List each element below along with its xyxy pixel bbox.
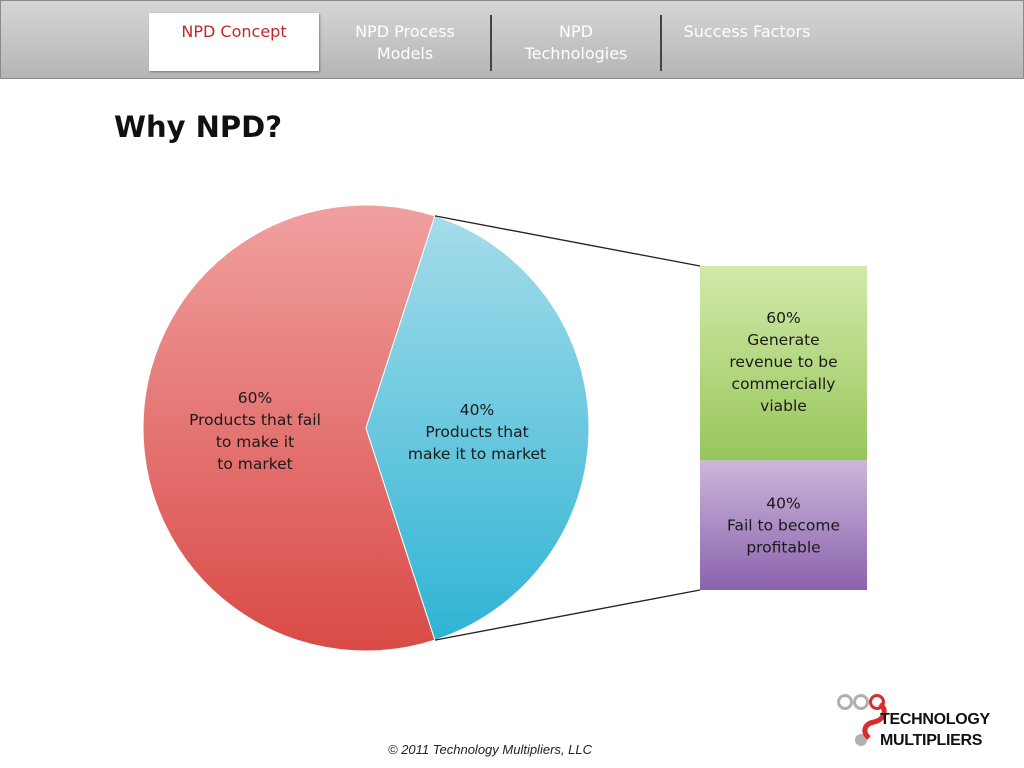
tab-divider bbox=[490, 15, 492, 71]
logo-text-multipliers: MULTIPLIERS bbox=[880, 732, 983, 749]
copyright-footer: © 2011 Technology Multipliers, LLC bbox=[388, 742, 592, 757]
logo-text-technology: TECHNOLOGY bbox=[880, 711, 990, 728]
pie-slice-make-it-to-market bbox=[365, 215, 590, 641]
tab-label: Success Factors bbox=[683, 22, 811, 41]
pie-label-fail-to-market: 60% Products that fail to make it to market bbox=[189, 389, 321, 473]
tab-label: NPD Process Models bbox=[355, 22, 455, 63]
tab-npd-technologies[interactable]: NPD Technologies bbox=[492, 13, 660, 71]
top-navigation-bar: NPD Concept NPD Process Models NPD Techn… bbox=[0, 0, 1024, 79]
bar-segment-generate-revenue bbox=[700, 266, 867, 461]
tab-divider bbox=[660, 15, 662, 71]
bar-segment-fail-profitable bbox=[700, 460, 867, 590]
tab-npd-concept[interactable]: NPD Concept bbox=[149, 13, 319, 71]
tab-label: NPD Technologies bbox=[524, 22, 628, 63]
bar-label-generate-revenue: 60% Generate revenue to be commercially viab… bbox=[729, 309, 837, 415]
slide-title: Why NPD? bbox=[114, 110, 283, 144]
tab-success-factors[interactable]: Success Factors bbox=[662, 13, 832, 71]
connector-line-bottom bbox=[434, 589, 701, 641]
technology-multipliers-logo bbox=[837, 694, 887, 746]
bar-label-fail-profitable: 40% Fail to become profitable bbox=[727, 494, 840, 556]
pie-label-make-it-to-market: 40% Products that make it to market bbox=[408, 401, 546, 463]
tab-npd-process-models[interactable]: NPD Process Models bbox=[321, 13, 489, 71]
tab-label: NPD Concept bbox=[181, 22, 287, 41]
connector-line-top bbox=[434, 215, 701, 267]
pie-slice-fail-to-market bbox=[142, 204, 436, 652]
